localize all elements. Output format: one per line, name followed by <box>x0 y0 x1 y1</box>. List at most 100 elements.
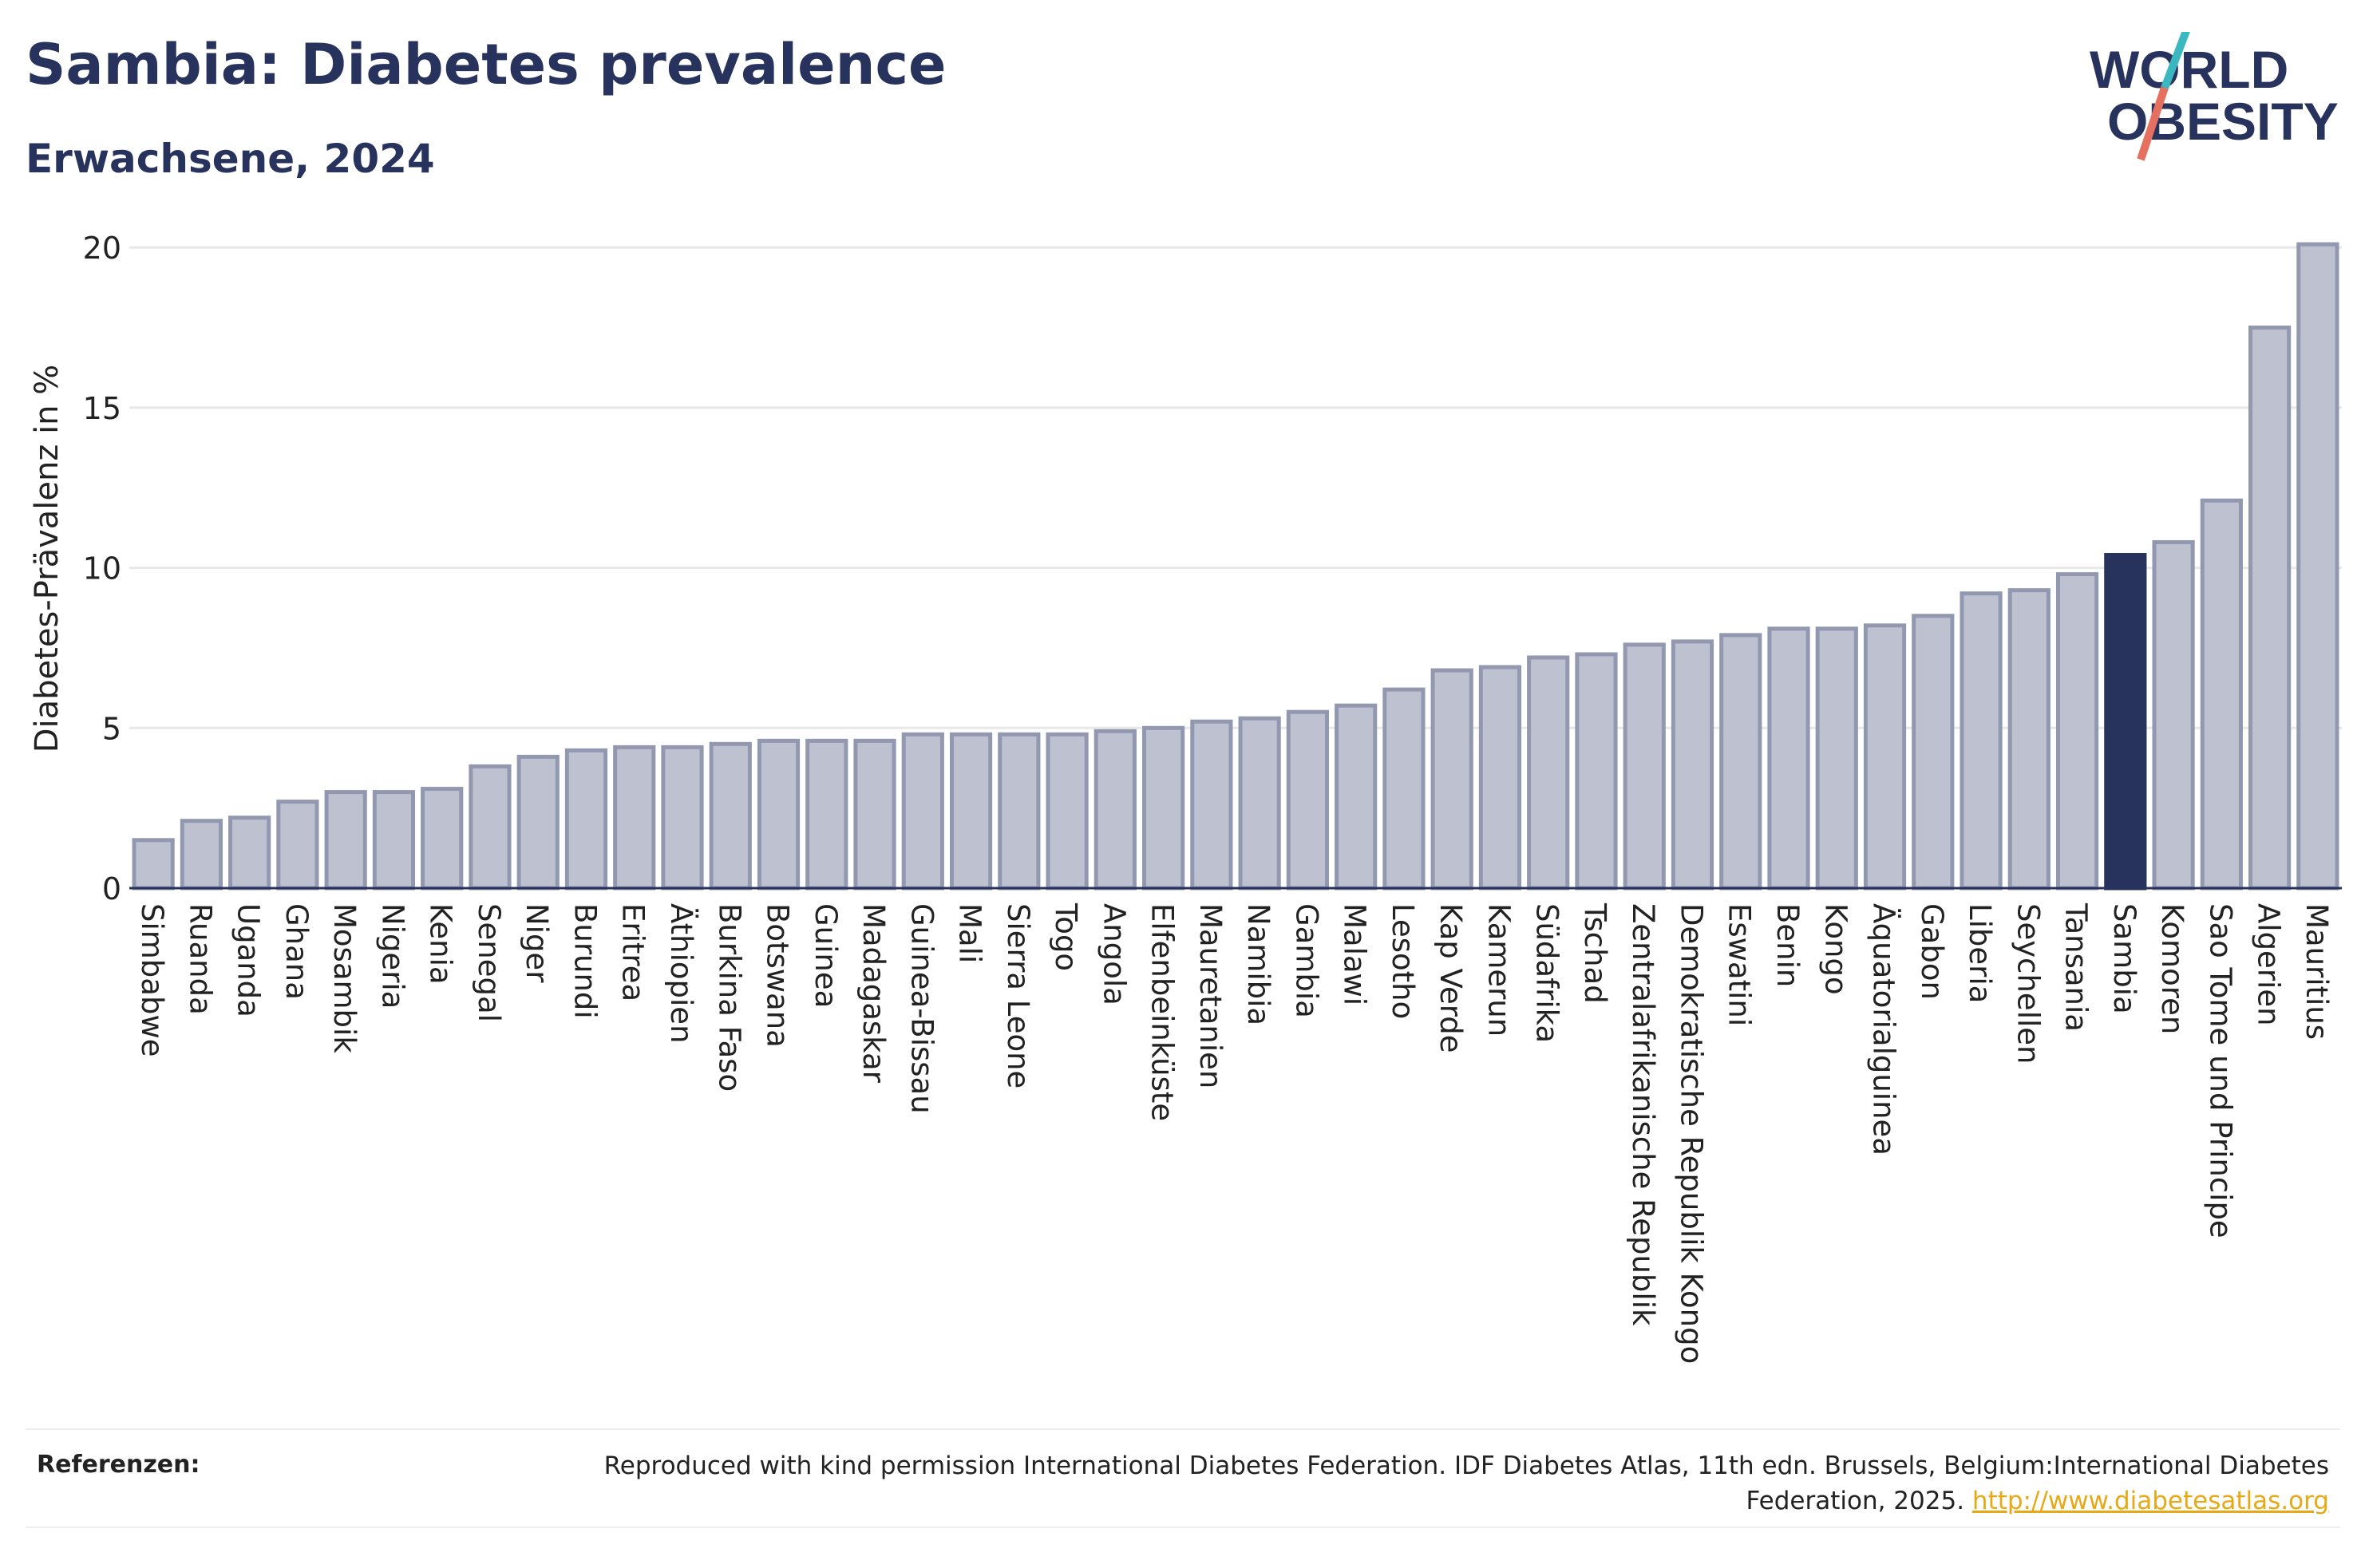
bar-algerien <box>2248 326 2292 891</box>
x-tick-label: Namibia <box>1241 903 1275 1025</box>
bar-togo <box>1046 732 1089 891</box>
bar-guinea <box>805 738 848 891</box>
bars <box>132 242 2339 891</box>
bar-simbabwe <box>132 838 175 891</box>
bar-komoren <box>2152 539 2195 891</box>
x-tick-label: Tansania <box>2059 902 2094 1032</box>
x-tick-label: Gabon <box>1915 903 1949 1000</box>
bar-mosambik <box>324 790 367 891</box>
world-obesity-logo: WORLD OBESITY <box>2090 32 2339 161</box>
bar-äthiopien <box>661 745 704 891</box>
bar-elfenbeinküste <box>1142 725 1185 891</box>
x-tick-label: Sierra Leone <box>1001 903 1035 1088</box>
x-tick-label: Simbabwe <box>135 903 169 1057</box>
bar-burkina-faso <box>709 741 752 891</box>
x-tick-label: Kap Verde <box>1434 903 1468 1053</box>
bar-kamerun <box>1478 665 1522 891</box>
bar-senegal <box>469 764 512 891</box>
x-tick-label: Gambia <box>1289 903 1323 1018</box>
bar-liberia <box>1960 591 2003 891</box>
x-tick-label: Uganda <box>231 903 266 1017</box>
x-tick-label: Algerien <box>2252 903 2286 1026</box>
bar-mauretanien <box>1190 719 1233 891</box>
bar-botswana <box>757 738 801 891</box>
bar-guinea-bissau <box>901 732 944 891</box>
logo-slash-top <box>2161 32 2190 89</box>
bar-kongo <box>1815 626 1858 891</box>
bar-nigeria <box>372 790 416 891</box>
x-tick-label: Südafrika <box>1530 903 1564 1043</box>
x-tick-label: Tschad <box>1578 902 1612 1004</box>
x-tick-label: Komoren <box>2155 903 2189 1034</box>
bar-sambia <box>2104 553 2147 891</box>
bar-kap-verde <box>1430 668 1473 891</box>
bar-mali <box>949 732 993 891</box>
bar-madagaskar <box>853 738 896 891</box>
x-tick-label: Kamerun <box>1481 903 1516 1037</box>
x-tick-label: Zentralafrikanische Republik <box>1626 903 1660 1326</box>
bar-burundi <box>564 748 608 891</box>
bar-eritrea <box>613 745 656 891</box>
x-tick-label: Demokratische Republik Kongo <box>1674 903 1708 1364</box>
y-axis-ticks: 0 5 10 15 20 <box>83 231 121 906</box>
x-tick-label: Eswatini <box>1722 903 1757 1026</box>
x-tick-label: Mali <box>953 903 987 963</box>
bar-zentralafrikanische-republik <box>1623 642 1666 891</box>
x-tick-label: Ruanda <box>183 903 217 1015</box>
footer-top-divider <box>26 1428 2340 1430</box>
x-tick-label: Elfenbeinküste <box>1145 903 1180 1121</box>
bar-angola <box>1093 729 1137 891</box>
bar-benin <box>1767 626 1810 891</box>
footer-bottom-divider <box>26 1527 2340 1528</box>
y-tick-label: 0 <box>102 871 121 906</box>
x-tick-label: Togo <box>1049 902 1083 971</box>
x-tick-label: Angola <box>1097 903 1131 1005</box>
x-tick-label: Malawi <box>1338 903 1372 1005</box>
bar-kenia <box>421 787 464 891</box>
bar-tansania <box>2055 572 2099 891</box>
x-tick-label: Burundi <box>568 903 602 1019</box>
x-tick-label: Äthiopien <box>664 903 698 1044</box>
x-tick-label: Guinea <box>809 903 843 1008</box>
x-tick-label: Mauretanien <box>1193 903 1228 1088</box>
x-tick-label: Sambia <box>2107 903 2142 1014</box>
x-tick-label: Liberia <box>1963 903 1997 1003</box>
y-tick-label: 20 <box>83 231 121 266</box>
bar-südafrika <box>1527 655 1570 891</box>
bar-sierra-leone <box>998 732 1041 891</box>
chart-subtitle: Erwachsene, 2024 <box>26 136 435 182</box>
bar-malawi <box>1335 703 1378 891</box>
logo-slash-bottom <box>2137 86 2169 161</box>
x-tick-label: Botswana <box>761 903 795 1048</box>
x-tick-label: Senegal <box>472 903 506 1022</box>
bar-mauritius <box>2296 242 2339 891</box>
x-tick-label: Niger <box>520 903 554 983</box>
x-tick-label: Madagaskar <box>856 903 891 1084</box>
x-tick-label: Sao Tome und Principe <box>2203 903 2237 1238</box>
x-tick-label: Ghana <box>279 903 314 1000</box>
x-tick-label: Mosambik <box>327 903 362 1053</box>
bar-niger <box>516 754 560 891</box>
logo-text-world: WORLD <box>2090 40 2288 99</box>
bar-ruanda <box>180 819 223 891</box>
references-citation: Reproduced with kind permission Internat… <box>603 1451 2329 1515</box>
y-tick-label: 15 <box>83 391 121 426</box>
references-link[interactable]: http://www.diabetesatlas.org <box>1971 1487 2329 1515</box>
x-tick-label: Lesotho <box>1386 903 1420 1019</box>
x-tick-label: Äquatorialguinea <box>1867 903 1901 1155</box>
x-axis-labels: Simbabwe Ruanda Uganda Ghana Mosambik Nigeria… <box>135 902 2334 1364</box>
bar-eswatini <box>1719 633 1762 891</box>
bar-demokratische-republik-kongo <box>1671 639 1714 891</box>
chart-title: Sambia: Diabetes prevalence <box>26 32 947 97</box>
x-tick-label: Kenia <box>424 903 458 985</box>
bar-äquatorialguinea <box>1863 623 1907 891</box>
bar-tschad <box>1575 652 1618 891</box>
bar-ghana <box>276 800 319 891</box>
references-label: Referenzen: <box>37 1451 200 1479</box>
bar-chart: 0 5 10 15 20 Simbabwe Ruanda Uganda Ghana Mosamb… <box>29 231 2342 1364</box>
x-tick-label: Nigeria <box>375 903 409 1009</box>
bar-sao-tome-und-principe <box>2200 498 2243 891</box>
x-tick-label: Eritrea <box>616 903 651 1001</box>
x-tick-label: Mauritius <box>2300 903 2334 1040</box>
y-tick-label: 10 <box>83 551 121 587</box>
